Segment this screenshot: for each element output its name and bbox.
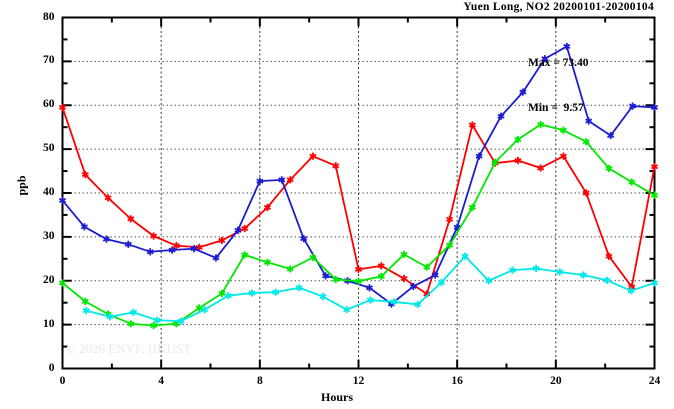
min-value-label: Min = 9.57 (528, 102, 584, 114)
x-axis-label: Hours (320, 390, 353, 404)
max-value-label: Max = 73.40 (528, 57, 589, 69)
y-tick-label: 50 (43, 142, 55, 155)
x-tick-label: 0 (59, 374, 66, 387)
x-tick-label: 20 (550, 374, 562, 387)
x-tick-label: 8 (256, 374, 263, 387)
green-series (58, 120, 659, 330)
x-tick-label: 24 (648, 374, 661, 387)
y-tick-label: 0 (48, 361, 55, 374)
y-tick-label: 30 (43, 229, 55, 242)
gridlines (62, 17, 655, 369)
chart-title: Yuen Long, NO2 20200101-20200104 (463, 1, 654, 13)
y-tick-label: 60 (43, 98, 55, 111)
cyan-series (82, 252, 659, 325)
statistics-annotation: Max = 73.40 Min = 9.57 (528, 26, 589, 146)
x-tick-label: 12 (352, 374, 365, 387)
data-series-layer (58, 42, 659, 330)
y-tick-label: 10 (43, 317, 55, 330)
x-tick-label: 4 (158, 374, 165, 387)
y-tick-label: 40 (43, 186, 55, 198)
y-tick-label: 70 (43, 54, 55, 67)
x-tick-label: 16 (451, 374, 463, 387)
y-tick-label: 80 (43, 10, 55, 23)
y-tick-label: 20 (43, 273, 55, 286)
